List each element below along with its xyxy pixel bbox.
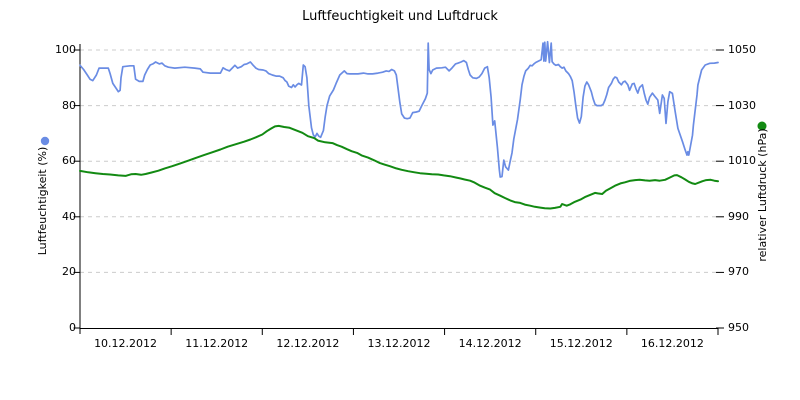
chart-title: Luftfeuchtigkeit und Luftdruck <box>302 9 498 24</box>
right-tick-label: 1010 <box>728 154 756 168</box>
left-tick-label: 100 <box>55 43 76 56</box>
pressure-line <box>79 124 719 210</box>
x-date-label: 13.12.2012 <box>367 337 431 350</box>
x-date-label: 11.12.2012 <box>185 337 249 350</box>
right-tick-label: 990 <box>728 209 749 223</box>
left-tick-label: 60 <box>62 154 76 168</box>
x-date-label: 16.12.2012 <box>640 337 704 350</box>
right-tick-label: 970 <box>728 265 749 279</box>
right-tick-label: 1030 <box>728 98 756 112</box>
x-date-label: 14.12.2012 <box>458 337 522 350</box>
x-date-label: 12.12.2012 <box>276 337 340 350</box>
humidity-legend-dot-icon <box>40 136 50 146</box>
humidity-line <box>79 40 719 178</box>
right-tick-label: 950 <box>728 321 749 334</box>
x-date-label: 15.12.2012 <box>549 337 613 350</box>
x-date-label: 10.12.2012 <box>94 337 158 350</box>
pressure-legend-dot-icon <box>757 121 767 131</box>
left-tick-label: 40 <box>62 209 76 223</box>
right-tick-label: 1050 <box>728 43 756 56</box>
left-tick-label: 0 <box>69 321 76 334</box>
left-tick-label: 20 <box>62 265 76 279</box>
left-tick-label: 80 <box>62 98 76 112</box>
